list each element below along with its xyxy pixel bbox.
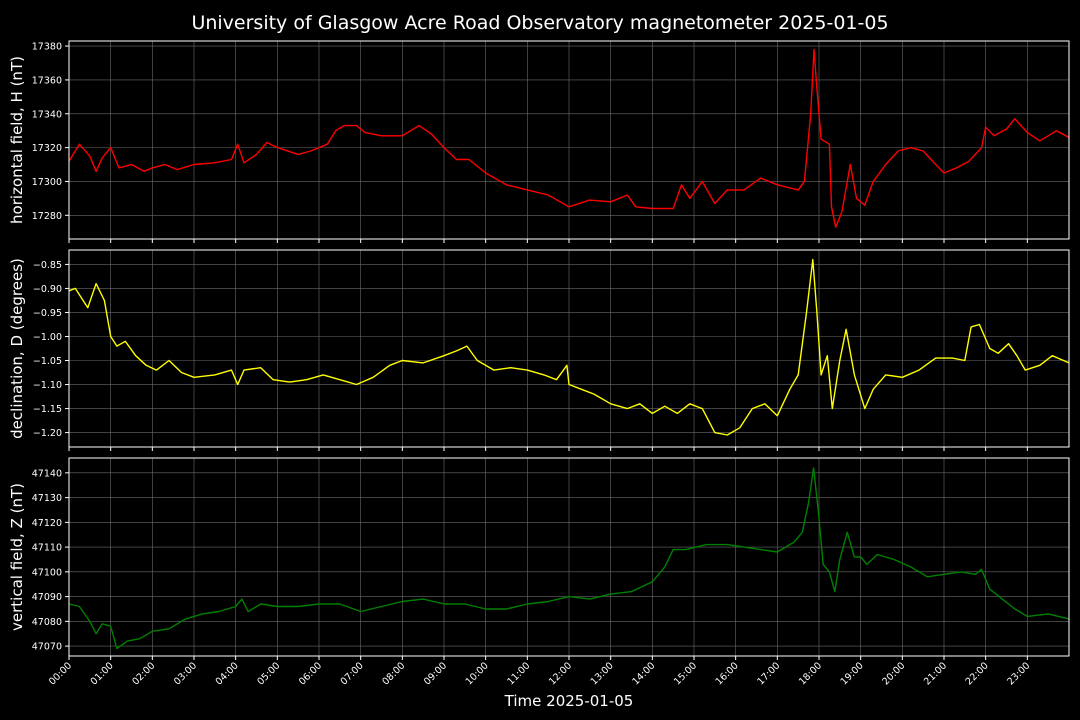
x-tick-label: 01:00	[89, 660, 116, 687]
y-tick-label: 47070	[32, 642, 62, 653]
x-tick-label: 19:00	[839, 660, 866, 687]
y-tick-label: −1.15	[33, 404, 62, 415]
x-tick-label: 04:00	[214, 660, 241, 687]
panel-2: −1.20 −1.15 −1.10 −1.05 −1.00 −0.95 −0.90 −0.85…	[8, 249, 1070, 451]
y-tick-label: −0.95	[33, 308, 62, 319]
x-tick-label: 11:00	[505, 660, 532, 687]
x-tick-label: 02:00	[130, 660, 157, 687]
y-tick-label: −1.00	[33, 332, 62, 343]
y-tick-label: −1.10	[33, 380, 62, 391]
series-line-2	[68, 258, 1070, 436]
x-tick-label: 12:00	[547, 660, 574, 687]
y-tick-label: 47120	[32, 518, 62, 529]
x-tick-label: 20:00	[880, 660, 907, 687]
x-tick-label: 08:00	[380, 660, 407, 687]
x-tick-label: 13:00	[589, 660, 616, 687]
y-tick-label: 17340	[32, 109, 62, 120]
x-tick-label: 06:00	[297, 660, 324, 687]
y-tick-label: 17360	[32, 75, 62, 86]
x-tick-label: 23:00	[1005, 660, 1032, 687]
y-tick-label: 47080	[32, 617, 62, 628]
x-tick-label: 14:00	[630, 660, 657, 687]
panel-1: 17280 17300 17320 17340 17360 17380 horizontal…	[8, 40, 1070, 243]
y-axis-label: horizontal field, H (nT)	[8, 56, 26, 224]
panel-frame	[68, 457, 1070, 657]
x-tick-label: 10:00	[464, 660, 491, 687]
chart-title: University of Glasgow Acre Road Observat…	[191, 12, 888, 34]
x-tick-label: 03:00	[172, 660, 199, 687]
y-axis-label: vertical field, Z (nT)	[8, 483, 26, 631]
panel-frame	[68, 249, 1070, 448]
series-line-1	[68, 48, 1070, 228]
x-tick-label: 18:00	[797, 660, 824, 687]
x-tick-label: 21:00	[922, 660, 949, 687]
y-tick-label: 17280	[32, 211, 62, 222]
x-tick-label: 00:00	[47, 660, 74, 687]
x-tick-label: 07:00	[339, 660, 366, 687]
series-line-3	[68, 467, 1070, 650]
panels: 17280 17300 17320 17340 17360 17380 horizontal…	[8, 40, 1070, 687]
x-tick-label: 15:00	[672, 660, 699, 687]
x-tick-label: 22:00	[964, 660, 991, 687]
y-tick-label: 47130	[32, 493, 62, 504]
x-axis-label: Time 2025-01-05	[504, 692, 634, 710]
y-tick-label: 17380	[32, 42, 62, 53]
y-tick-label: 47110	[32, 543, 62, 554]
x-tick-label: 17:00	[755, 660, 782, 687]
x-tick-label: 09:00	[422, 660, 449, 687]
y-axis-label: declination, D (degrees)	[8, 258, 26, 439]
x-tick-label: 05:00	[255, 660, 282, 687]
y-tick-label: −1.05	[33, 356, 62, 367]
x-tick-label: 16:00	[714, 660, 741, 687]
panel-3: 47070 47080 47090 47100 47110 47120 47130 47140…	[8, 457, 1070, 660]
panel-frame	[68, 40, 1070, 240]
y-tick-label: −0.85	[33, 260, 62, 271]
y-tick-label: −0.90	[33, 284, 62, 295]
y-tick-label: 47100	[32, 567, 62, 578]
y-tick-label: 47090	[32, 592, 62, 603]
y-tick-label: 17300	[32, 177, 62, 188]
y-tick-label: 17320	[32, 143, 62, 154]
y-tick-label: −1.20	[33, 428, 62, 439]
y-tick-label: 47140	[32, 468, 62, 479]
